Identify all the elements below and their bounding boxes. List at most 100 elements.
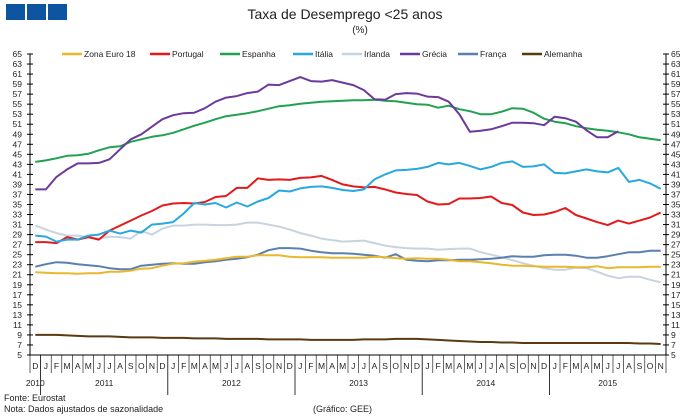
series-line-portugal: [35, 174, 662, 245]
y-tick-label: 59: [671, 79, 680, 89]
y-tick-label: 27: [13, 240, 23, 250]
month-label: J: [362, 361, 366, 371]
month-label: F: [563, 361, 568, 371]
y-tick-label: 23: [671, 260, 680, 270]
y-tick-label: 33: [671, 210, 680, 220]
series-line-espanha: [35, 98, 661, 163]
footer-note: Nota: Dados ajustados de sazonalidade: [4, 404, 163, 414]
month-label: S: [509, 361, 515, 371]
month-label: D: [414, 361, 420, 371]
y-tick-label: 17: [671, 290, 680, 300]
y-tick-label: 65: [13, 49, 23, 59]
month-label: J: [606, 361, 610, 371]
y-tick-label: 55: [13, 99, 23, 109]
month-label: S: [637, 361, 643, 371]
y-tick-label: 41: [671, 169, 680, 179]
y-tick-label: 31: [13, 220, 23, 230]
month-label: J: [478, 361, 482, 371]
y-tick-label: 33: [13, 210, 23, 220]
month-label: F: [54, 361, 59, 371]
y-tick-label: 57: [671, 89, 680, 99]
month-label: M: [466, 361, 473, 371]
month-label: A: [584, 361, 590, 371]
chart-title: Taxa de Desemprego <25 anos: [248, 6, 443, 22]
y-tick-label: 51: [671, 119, 680, 129]
y-tick-label: 21: [671, 270, 680, 280]
y-tick-label: 53: [671, 109, 680, 119]
legend-item: Zona Euro 18: [62, 49, 136, 59]
y-tick-label: 45: [13, 149, 23, 159]
year-label: 2015: [598, 378, 617, 388]
y-tick-label: 7: [17, 340, 22, 350]
footer-source: Fonte: Eurostat: [4, 393, 66, 403]
month-label: J: [107, 361, 111, 371]
y-tick-label: 53: [13, 109, 23, 119]
year-label: 2012: [222, 378, 241, 388]
y-tick-label: 31: [671, 220, 680, 230]
month-label: A: [329, 361, 335, 371]
legend-item: Grécia: [400, 49, 447, 59]
y-tick-label: 21: [13, 270, 23, 280]
y-tick-label: 9: [671, 330, 676, 340]
month-label: A: [626, 361, 632, 371]
legend-item: França: [458, 49, 507, 59]
month-label: N: [530, 361, 536, 371]
y-tick-label: 39: [13, 179, 23, 189]
y-tick-label: 61: [671, 69, 680, 79]
month-label: D: [287, 361, 293, 371]
y-tick-label: 29: [671, 230, 680, 240]
y-tick-label: 37: [13, 189, 23, 199]
y-tick-label: 37: [671, 189, 680, 199]
month-label: J: [425, 361, 429, 371]
y-tick-label: 15: [671, 300, 680, 310]
month-label: O: [392, 361, 399, 371]
month-label: N: [658, 361, 664, 371]
logo: [6, 4, 67, 20]
y-tick-label: 9: [17, 330, 22, 340]
y-tick-label: 19: [671, 280, 680, 290]
month-label: M: [191, 361, 198, 371]
legend-label: Itália: [315, 49, 333, 59]
y-tick-label: 45: [671, 149, 680, 159]
legend-item: Alemanha: [522, 49, 583, 59]
month-label: N: [149, 361, 155, 371]
month-label: M: [572, 361, 579, 371]
legend-label: Alemanha: [544, 49, 583, 59]
y-tick-label: 27: [671, 240, 680, 250]
y-tick-label: 13: [671, 310, 680, 320]
month-label: M: [318, 361, 325, 371]
legend-label: França: [480, 49, 507, 59]
month-label: M: [594, 361, 601, 371]
y-tick-label: 19: [13, 280, 23, 290]
month-label: M: [64, 361, 71, 371]
month-label: O: [265, 361, 272, 371]
series-line-zona-euro-18: [35, 254, 661, 275]
y-tick-label: 51: [13, 119, 23, 129]
month-label: M: [339, 361, 346, 371]
year-label: 2010: [26, 378, 45, 388]
y-tick-label: 55: [671, 99, 680, 109]
month-label: M: [445, 361, 452, 371]
month-label: A: [117, 361, 123, 371]
series-line-itália: [35, 160, 662, 243]
year-label: 2011: [95, 378, 114, 388]
y-tick-label: 29: [13, 230, 23, 240]
chart-subtitle: (%): [352, 25, 368, 36]
y-tick-label: 59: [13, 79, 23, 89]
y-tick-label: 57: [13, 89, 23, 99]
y-tick-label: 63: [13, 59, 23, 69]
legend-item: Itália: [293, 49, 333, 59]
month-label: M: [85, 361, 92, 371]
legend-label: Zona Euro 18: [84, 49, 136, 59]
month-label: S: [128, 361, 134, 371]
month-label: J: [351, 361, 355, 371]
y-tick-label: 35: [13, 200, 23, 210]
month-label: D: [159, 361, 165, 371]
month-label: F: [308, 361, 313, 371]
y-tick-label: 35: [671, 200, 680, 210]
month-label: A: [202, 361, 208, 371]
month-label: A: [372, 361, 378, 371]
month-label: M: [212, 361, 219, 371]
legend-label: Portugal: [172, 49, 204, 59]
y-tick-label: 65: [671, 49, 680, 59]
